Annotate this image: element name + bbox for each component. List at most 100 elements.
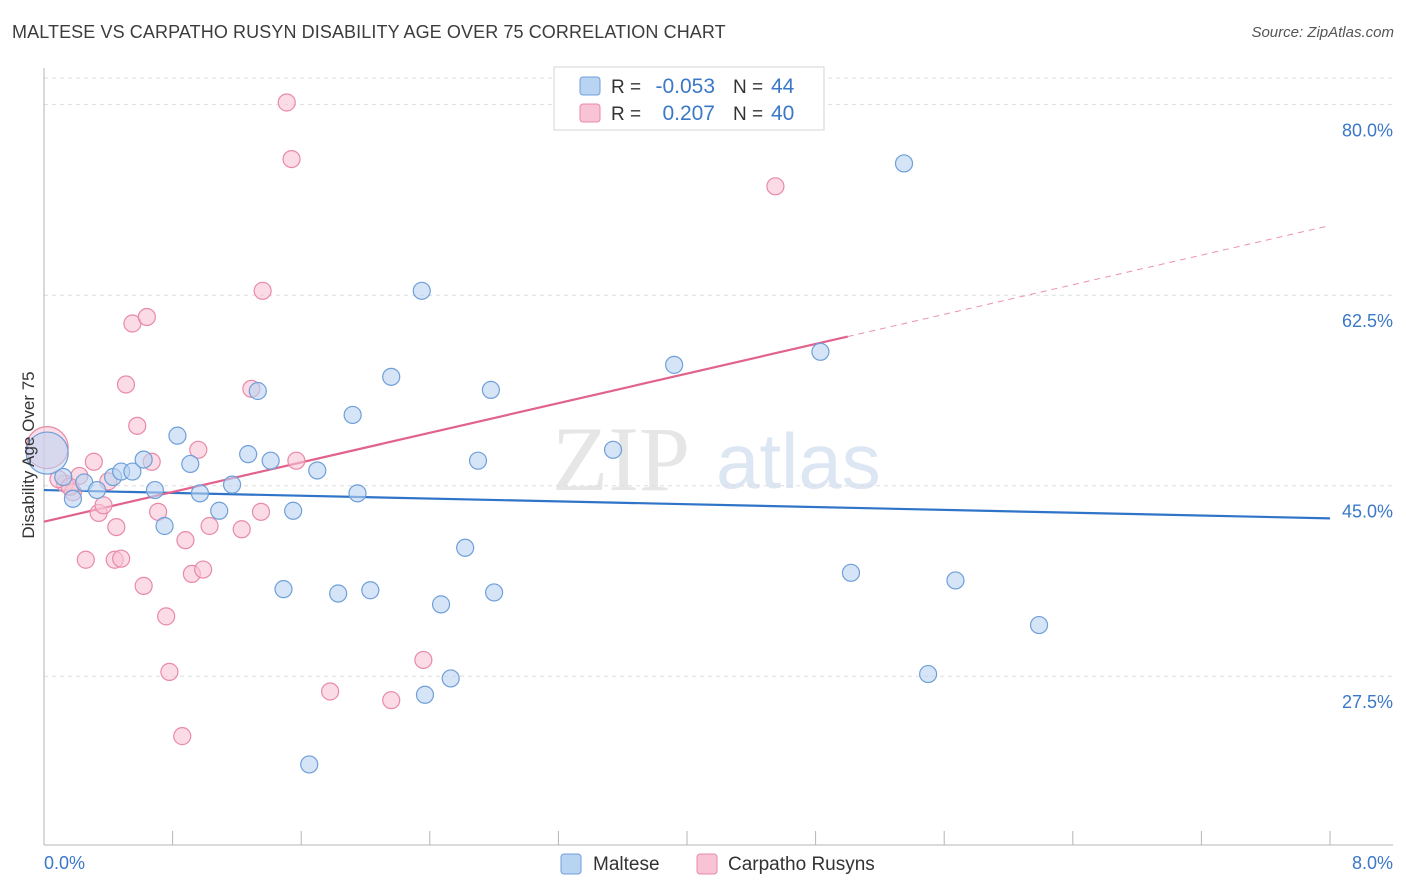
chart-source: Source: ZipAtlas.com [1251, 24, 1394, 41]
point-maltese [54, 467, 73, 487]
trend-lines [43, 225, 1331, 523]
point-maltese [261, 451, 280, 470]
point-maltese [348, 484, 367, 503]
point-maltese [134, 450, 153, 469]
point-maltese [894, 154, 914, 173]
point-maltese [485, 583, 504, 602]
point-maltese [25, 431, 69, 475]
point-carpatho [160, 662, 179, 681]
point-maltese [300, 755, 319, 774]
y-axis-title: Disability Age Over 75 [19, 371, 38, 538]
point-maltese [248, 381, 267, 401]
point-carpatho [282, 149, 301, 169]
point-maltese [456, 538, 475, 557]
y-tick-label: 80.0% [1342, 121, 1393, 141]
point-maltese [284, 501, 303, 520]
watermark-zip: ZIP [552, 408, 690, 510]
legend-swatch-carpatho [579, 103, 601, 123]
point-carpatho [766, 177, 785, 196]
chart-title: MALTESE VS CARPATHO RUSYN DISABILITY AGE… [12, 22, 726, 42]
point-maltese [87, 480, 107, 500]
point-maltese [343, 405, 362, 425]
point-maltese [308, 461, 327, 480]
point-maltese [415, 685, 435, 704]
bottom-legend-swatch-maltese [560, 853, 582, 875]
bottom-legend-label-maltese: Maltese [593, 854, 660, 875]
point-maltese [239, 445, 258, 464]
legend-r-label-carpatho: R = [611, 104, 641, 125]
y-tick-label: 45.0% [1342, 502, 1393, 522]
point-carpatho [414, 650, 433, 670]
point-carpatho [157, 607, 176, 626]
point-carpatho [107, 517, 126, 537]
point-maltese [665, 355, 684, 374]
legend: R = -0.053 N = 44 R = 0.207 N = 40 [553, 66, 825, 131]
point-maltese [123, 462, 142, 481]
point-carpatho [134, 576, 153, 595]
trend-line-maltese [43, 488, 1331, 520]
gridlines [44, 77, 1393, 677]
trend-line-carpatho-extension [847, 225, 1331, 338]
point-maltese [919, 664, 938, 684]
point-maltese [1029, 615, 1049, 635]
point-carpatho [112, 549, 131, 568]
point-maltese [841, 563, 861, 582]
point-maltese [431, 595, 451, 614]
point-maltese [222, 475, 242, 494]
point-maltese [412, 281, 431, 300]
point-carpatho [128, 416, 147, 435]
trend-line-carpatho [43, 335, 848, 523]
point-maltese [361, 581, 380, 600]
y-tick-label: 27.5% [1342, 692, 1393, 712]
watermark: ZIP atlas [552, 408, 881, 510]
legend-n-label-maltese: N = [733, 77, 763, 98]
y-tick-label: 62.5% [1342, 311, 1393, 331]
point-carpatho [176, 531, 195, 550]
data-points [25, 93, 1049, 774]
watermark-atlas: atlas [716, 417, 881, 505]
point-maltese [603, 440, 623, 459]
point-maltese [210, 501, 229, 520]
legend-n-value-carpatho: 40 [771, 102, 794, 125]
point-carpatho [251, 502, 271, 521]
point-maltese [63, 489, 83, 508]
legend-n-label-carpatho: N = [733, 104, 763, 125]
point-maltese [382, 367, 401, 386]
legend-r-value-maltese: -0.053 [655, 75, 715, 98]
legend-r-label-maltese: R = [611, 77, 641, 98]
point-carpatho [173, 727, 192, 746]
point-maltese [329, 584, 348, 603]
point-carpatho [382, 691, 401, 710]
point-maltese [481, 380, 500, 400]
point-maltese [145, 480, 165, 500]
bottom-legend-swatch-carpatho [696, 853, 718, 875]
point-carpatho [76, 550, 95, 569]
point-carpatho [94, 496, 113, 515]
point-maltese [274, 580, 293, 599]
point-carpatho [137, 307, 156, 327]
point-maltese [190, 484, 210, 503]
point-carpatho [321, 682, 340, 701]
point-carpatho [277, 93, 296, 112]
y-tick-labels: 27.5% 45.0% 62.5% 80.0% [1342, 121, 1393, 713]
point-carpatho [84, 452, 103, 471]
bottom-legend-label-carpatho: Carpatho Rusyns [728, 854, 875, 875]
legend-r-value-carpatho: 0.207 [662, 102, 715, 125]
point-maltese [181, 454, 200, 474]
point-maltese [441, 669, 460, 688]
point-maltese [155, 516, 174, 536]
legend-n-value-maltese: 44 [771, 75, 795, 98]
point-carpatho [116, 375, 136, 394]
legend-swatch-maltese [579, 76, 601, 96]
point-maltese [168, 426, 187, 445]
point-carpatho [232, 520, 251, 539]
point-maltese [946, 571, 965, 590]
point-carpatho [287, 451, 306, 470]
point-maltese [468, 451, 488, 470]
point-carpatho [189, 440, 208, 459]
bottom-legend: Maltese Carpatho Rusyns [560, 853, 875, 875]
x-tick-label-right: 8.0% [1352, 853, 1393, 873]
point-carpatho [253, 281, 272, 300]
point-carpatho [194, 560, 213, 579]
